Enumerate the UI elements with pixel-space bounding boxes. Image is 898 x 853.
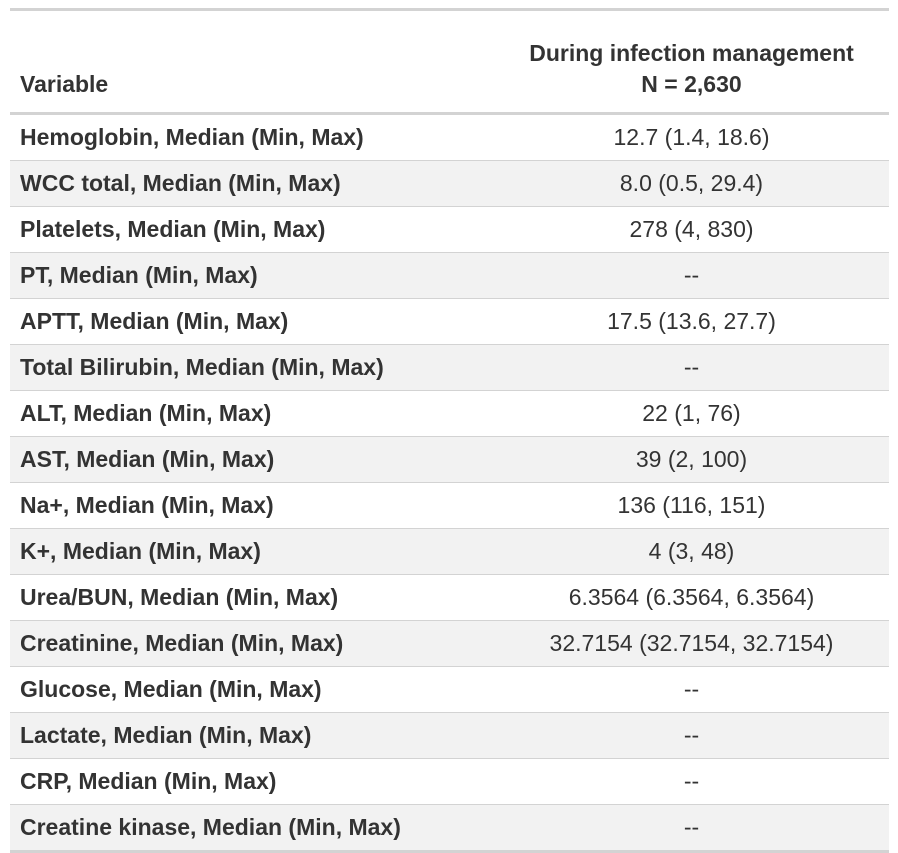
row-value: 4 (3, 48) [494,528,889,575]
row-value: 278 (4, 830) [494,206,889,253]
row-value: 12.7 (1.4, 18.6) [613,124,770,150]
row-label: Creatinine, Median (Min, Max) [10,620,494,667]
table-row: Creatine kinase, Median (Min, Max) -- [10,804,889,852]
table-row: Urea/BUN, Median (Min, Max) 6.3564 (6.35… [10,574,889,621]
table-row: Creatinine, Median (Min, Max) 32.7154 (3… [10,620,889,667]
row-label: Urea/BUN, Median (Min, Max) [10,574,494,621]
table-row: APTT, Median (Min, Max) 17.5 (13.6, 27.7… [10,298,889,345]
row-label: Creatine kinase, Median (Min, Max) [10,804,494,852]
row-label: Glucose, Median (Min, Max) [10,666,494,713]
table-row: K+, Median (Min, Max) 4 (3, 48) [10,528,889,575]
table-row: Glucose, Median (Min, Max) -- [10,666,889,713]
row-value: 8.0 (0.5, 29.4) [494,160,889,207]
row-label: Na+, Median (Min, Max) [10,482,494,529]
row-label: WCC total, Median (Min, Max) [10,160,494,207]
table-row: AST, Median (Min, Max) 39 (2, 100) [10,436,889,483]
row-label: Hemoglobin, Median (Min, Max) [20,124,364,150]
table-row: Total Bilirubin, Median (Min, Max) -- [10,344,889,391]
header-row: Variable During infection management N =… [10,9,889,115]
row-value: -- [494,666,889,713]
row-label: ALT, Median (Min, Max) [10,390,494,437]
summary-table-container: Variable During infection management N =… [10,8,889,853]
row-value: 6.3564 (6.3564, 6.3564) [494,574,889,621]
summary-table: Variable During infection management N =… [10,8,889,853]
table-row: PT, Median (Min, Max) -- [10,252,889,299]
row-value: -- [494,344,889,391]
row-value: -- [494,804,889,852]
row-value: 39 (2, 100) [494,436,889,483]
variable-column-header: Variable [10,9,494,115]
row-value: 22 (1, 76) [494,390,889,437]
group-column-count: N = 2,630 [641,71,742,97]
row-value: -- [494,712,889,759]
row-label: CRP, Median (Min, Max) [10,758,494,805]
row-label: Lactate, Median (Min, Max) [10,712,494,759]
row-value: 32.7154 (32.7154, 32.7154) [494,620,889,667]
row-label: AST, Median (Min, Max) [10,436,494,483]
group-column-header: During infection management N = 2,630 [494,9,889,115]
table-row: Platelets, Median (Min, Max) 278 (4, 830… [10,206,889,253]
table-row: CRP, Median (Min, Max) -- [10,758,889,805]
row-value: -- [494,252,889,299]
table-row: Hemoglobin, Median (Min, Max) 12.7 (1.4,… [10,114,889,161]
table-row: WCC total, Median (Min, Max) 8.0 (0.5, 2… [10,160,889,207]
table-row: ALT, Median (Min, Max) 22 (1, 76) [10,390,889,437]
row-label: Total Bilirubin, Median (Min, Max) [10,344,494,391]
row-label: K+, Median (Min, Max) [10,528,494,575]
table-header: Variable During infection management N =… [10,9,889,115]
table-body: Hemoglobin, Median (Min, Max) 12.7 (1.4,… [10,114,889,852]
row-label: Platelets, Median (Min, Max) [10,206,494,253]
table-row: Na+, Median (Min, Max) 136 (116, 151) [10,482,889,529]
row-value: -- [494,758,889,805]
group-column-title: During infection management [529,40,854,66]
row-value: 136 (116, 151) [494,482,889,529]
row-label: APTT, Median (Min, Max) [10,298,494,345]
row-value: 17.5 (13.6, 27.7) [494,298,889,345]
row-label: PT, Median (Min, Max) [10,252,494,299]
table-row: Lactate, Median (Min, Max) -- [10,712,889,759]
